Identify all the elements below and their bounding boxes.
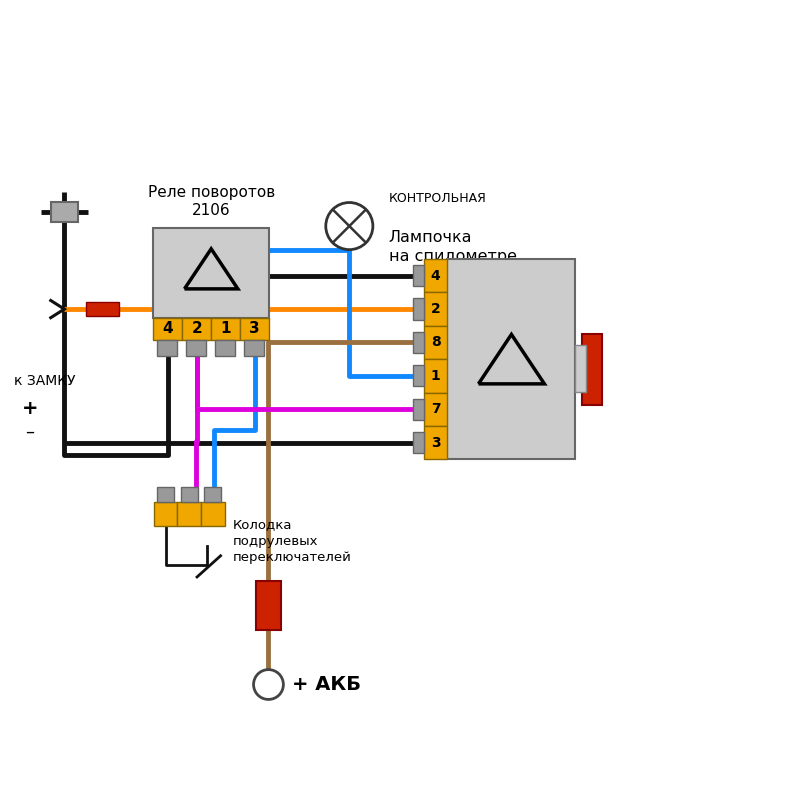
Bar — [240, 318, 269, 340]
Bar — [156, 340, 177, 356]
Bar — [413, 298, 424, 319]
Text: 2: 2 — [431, 302, 440, 316]
Bar — [424, 259, 447, 293]
Text: 2: 2 — [192, 321, 202, 337]
Bar — [211, 318, 240, 340]
Bar — [413, 432, 424, 453]
Bar — [177, 502, 201, 526]
Bar — [153, 318, 182, 340]
Text: 4: 4 — [431, 268, 440, 283]
Bar — [575, 345, 586, 392]
Bar — [424, 392, 447, 426]
Bar — [256, 581, 281, 630]
Text: 3: 3 — [431, 436, 440, 450]
Bar — [413, 332, 424, 353]
Bar — [413, 365, 424, 386]
Bar — [185, 340, 206, 356]
Bar — [182, 318, 211, 340]
Circle shape — [254, 670, 283, 699]
Bar — [204, 487, 221, 502]
Bar — [447, 259, 575, 459]
Bar — [582, 334, 602, 405]
Text: –: – — [25, 423, 35, 440]
Bar — [51, 202, 78, 222]
Text: Колодка
подрулевых
переключателей: Колодка подрулевых переключателей — [232, 518, 351, 564]
Bar — [157, 487, 174, 502]
Text: к ЗАМКУ: к ЗАМКУ — [14, 374, 75, 388]
Text: Лампочка
на спидометре: Лампочка на спидометре — [389, 230, 517, 265]
Bar — [153, 228, 269, 318]
Bar — [214, 340, 235, 356]
Text: Реле поворотов
2106: Реле поворотов 2106 — [148, 184, 275, 218]
Bar — [413, 399, 424, 420]
Text: 4: 4 — [162, 321, 173, 337]
Bar — [424, 426, 447, 459]
Bar — [201, 502, 225, 526]
Text: +: + — [21, 399, 38, 418]
Bar — [424, 326, 447, 360]
Bar — [413, 265, 424, 287]
Bar — [86, 302, 119, 316]
Text: 8: 8 — [431, 335, 440, 349]
Bar — [424, 293, 447, 326]
Bar — [181, 487, 198, 502]
Text: + АКБ: + АКБ — [292, 675, 361, 694]
Bar — [424, 360, 447, 392]
Text: 1: 1 — [221, 321, 231, 337]
Text: 3: 3 — [250, 321, 260, 337]
Bar — [243, 340, 264, 356]
Text: КОНТРОЛЬНАЯ: КОНТРОЛЬНАЯ — [389, 192, 487, 205]
Text: 1: 1 — [431, 369, 440, 383]
Bar — [154, 502, 177, 526]
Circle shape — [326, 203, 373, 250]
Text: 7: 7 — [431, 402, 440, 416]
